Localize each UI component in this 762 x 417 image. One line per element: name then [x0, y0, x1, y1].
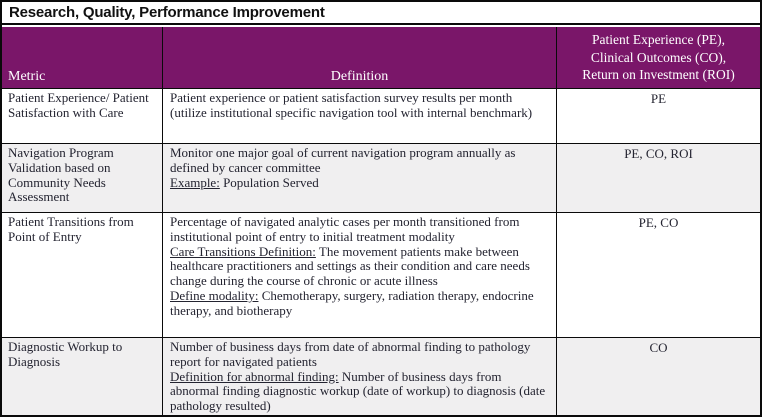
definition-segment: Definition for abnormal finding: Number …	[170, 368, 550, 415]
outcomes-header-line: Patient Experience (PE),	[591, 32, 726, 47]
metric-cell: Navigation Program Validation based on C…	[2, 143, 162, 213]
outcomes-cell: PE	[556, 88, 760, 144]
definition-segment: Care Transitions Definition: The movemen…	[170, 243, 550, 290]
column-header-definition: Definition	[162, 27, 556, 89]
column-header-metric: Metric	[2, 27, 162, 89]
metric-cell: Diagnostic Workup to Diagnosis	[2, 337, 162, 415]
definition-segment: Percentage of navigated analytic cases p…	[170, 213, 550, 245]
outcomes-header-line: Clinical Outcomes (CO),	[590, 49, 727, 65]
definition-label: Care Transitions Definition:	[170, 243, 316, 259]
definition-cell: Percentage of navigated analytic cases p…	[162, 212, 556, 338]
definition-cell: Number of business days from date of abn…	[162, 337, 556, 415]
definition-text: The movement patients make between healt…	[170, 243, 530, 289]
definition-text: Number of business days from date of abn…	[170, 338, 531, 369]
metric-cell: Patient Transitions from Point of Entry	[2, 212, 162, 338]
definition-text: Number of business days from abnormal fi…	[170, 368, 546, 414]
definition-label: Define modality:	[170, 288, 259, 304]
definition-segment: Patient experience or patient satisfacti…	[170, 89, 550, 121]
outcomes-header-line: Return on Investment (ROI)	[582, 67, 735, 83]
definition-text: Monitor one major goal of current naviga…	[170, 144, 516, 175]
definition-text: Patient experience or patient satisfacti…	[170, 89, 533, 120]
outcomes-cell: PE, CO	[556, 212, 760, 338]
definition-cell: Patient experience or patient satisfacti…	[162, 88, 556, 144]
definition-cell: Monitor one major goal of current naviga…	[162, 143, 556, 213]
definition-text: Chemotherapy, surgery, radiation therapy…	[170, 288, 534, 319]
definition-segment: Number of business days from date of abn…	[170, 338, 550, 370]
definition-segment: Example: Population Served	[170, 174, 550, 191]
title-divider-gap	[2, 25, 760, 27]
definition-segment: Define modality: Chemotherapy, surgery, …	[170, 288, 550, 319]
outcomes-cell: PE, CO, ROI	[556, 143, 760, 213]
outcomes-cell: CO	[556, 337, 760, 415]
definition-text: Percentage of navigated analytic cases p…	[170, 213, 520, 244]
table-title: Research, Quality, Performance Improveme…	[2, 2, 760, 25]
table-grid: Metric Definition Patient Experience (PE…	[2, 27, 760, 415]
definition-segment: Monitor one major goal of current naviga…	[170, 144, 550, 176]
definition-text: Population Served	[219, 174, 319, 190]
column-header-outcomes: Patient Experience (PE), Clinical Outcom…	[556, 27, 760, 89]
definition-label: Definition for abnormal finding:	[170, 368, 339, 384]
definition-label: Example:	[170, 174, 220, 190]
metric-cell: Patient Experience/ Patient Satisfaction…	[2, 88, 162, 144]
